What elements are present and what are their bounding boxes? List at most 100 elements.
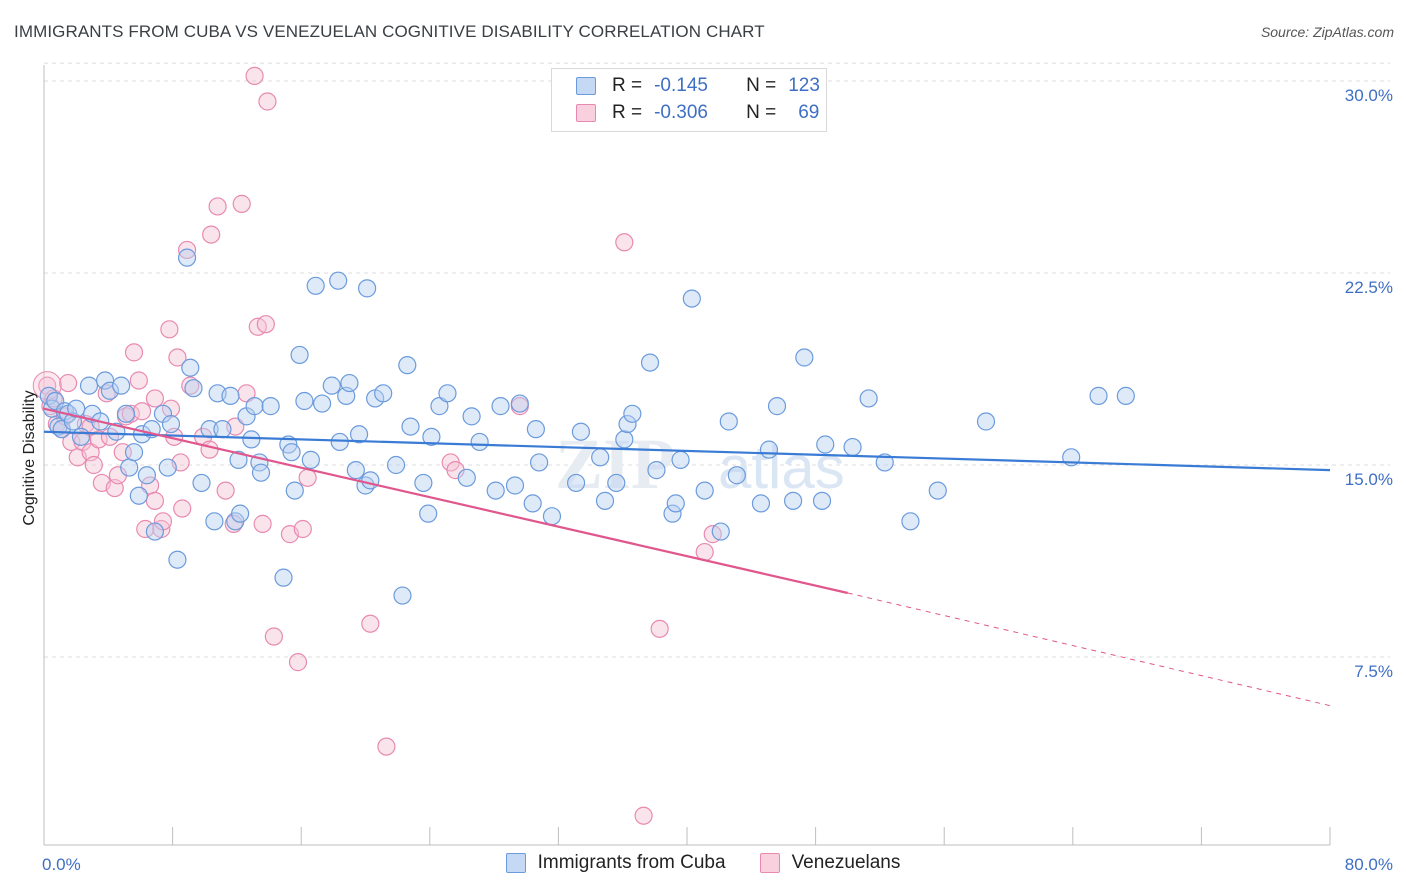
cuba-point (205, 512, 224, 531)
venezuelans-point (377, 737, 396, 756)
source-credit: Source: ZipAtlas.com (1260, 24, 1394, 40)
cuba-point (430, 397, 449, 416)
cuba-point (666, 494, 685, 513)
y-tick-label: 22.5% (1345, 278, 1393, 297)
cuba-point (251, 463, 271, 482)
venezuelans-point (245, 66, 264, 85)
cuba-point (795, 348, 814, 367)
cuba-point (295, 391, 314, 411)
legend-label-cuba: Immigrants from Cuba (537, 852, 726, 873)
legend-n-value-venezuelans: 69 (798, 102, 820, 123)
cuba-trend-line (43, 430, 1331, 472)
cuba-point (875, 453, 894, 472)
cuba-point (290, 345, 309, 365)
cuba-point (438, 384, 457, 403)
cuba-point (859, 389, 878, 408)
venezuelans-point (181, 376, 200, 395)
venezuelans-point (177, 240, 197, 260)
legend-item-venezuelans[interactable]: Venezuelans (759, 852, 900, 874)
cuba-point (470, 432, 489, 452)
venezuelans-point (264, 627, 283, 646)
cuba-point (330, 432, 349, 452)
legend-swatch-cuba (505, 853, 526, 873)
venezuelans-point (145, 389, 165, 408)
cuba-point (306, 276, 325, 295)
legend-r-label: R = (612, 102, 643, 123)
x-tick-label: 80.0% (1345, 855, 1393, 874)
cuba-point (184, 379, 203, 398)
cuba-point (168, 550, 187, 569)
cuba-point (671, 450, 690, 469)
cuba-point (976, 412, 996, 431)
cuba-point (95, 371, 115, 390)
cuba-point (812, 491, 832, 510)
cuba-point (530, 453, 549, 472)
legend-n-label: N = (746, 75, 777, 96)
y-tick-label: 7.5% (1354, 662, 1393, 681)
cuba-point (457, 468, 476, 487)
legend-swatch-venezuelans (576, 104, 596, 122)
cuba-point (158, 458, 177, 477)
cuba-point (245, 397, 264, 416)
venezuelans-point (59, 373, 78, 393)
cuba-point (49, 417, 68, 436)
cuba-point (282, 443, 301, 462)
legend-swatch-venezuelans (759, 853, 780, 873)
venezuelans-point (89, 430, 108, 449)
cuba-points (39, 248, 1135, 605)
venezuelans-point (258, 92, 277, 111)
cuba-point (595, 491, 615, 510)
cuba-point (301, 450, 320, 469)
venezuelans-point (208, 197, 227, 216)
cuba-point (285, 481, 304, 500)
cuba-point (231, 504, 250, 523)
cuba-point (623, 404, 642, 423)
venezuelans-point (256, 315, 275, 334)
cuba-point (71, 427, 91, 446)
cuba-point (505, 476, 525, 495)
cuba-point (510, 394, 529, 413)
cuba-point (462, 407, 481, 426)
gridlines (44, 62, 1390, 658)
venezuelans-point (634, 806, 653, 825)
cuba-point (221, 386, 240, 405)
cuba-point (177, 248, 197, 267)
cuba-point (1116, 386, 1135, 405)
legend-item-cuba[interactable]: Immigrants from Cuba (505, 852, 726, 874)
stats-legend: R = -0.145 N = 123 R = -0.306 N = 69 (551, 68, 827, 132)
cuba-point (491, 397, 510, 416)
venezuelans-point (288, 653, 308, 672)
legend-r-label: R = (612, 75, 643, 96)
cuba-point (419, 504, 438, 523)
venezuelans-point (168, 348, 187, 367)
y-tick-label: 15.0% (1345, 470, 1393, 489)
venezuelans-point (298, 468, 317, 487)
cuba-point (161, 414, 181, 434)
cuba-point (349, 425, 369, 444)
cuba-point (361, 471, 380, 490)
cuba-point (398, 356, 417, 375)
venezuelans-point (129, 371, 148, 390)
series-legend: Immigrants from Cuba Venezuelans (0, 852, 1406, 874)
cuba-point (843, 437, 862, 457)
venezuelans-point (202, 225, 221, 244)
cuba-point (137, 466, 156, 485)
cuba-point (242, 430, 261, 449)
y-axis-label: Cognitive Disability (21, 390, 38, 525)
cuba-point (414, 473, 433, 493)
cuba-point (261, 397, 280, 416)
cuba-point (727, 466, 746, 485)
venezuelans-point (216, 481, 235, 500)
cuba-point (312, 394, 332, 413)
venezuelans-point (173, 499, 192, 518)
cuba-point (322, 376, 341, 395)
cuba-point (1089, 386, 1108, 405)
cuba-point (124, 443, 144, 462)
venezuelans-point (124, 343, 144, 362)
legend-n-label: N = (746, 102, 777, 123)
cuba-point (329, 271, 348, 290)
trend-lines (43, 407, 1331, 707)
cuba-point (682, 289, 701, 308)
cuba-point (663, 504, 682, 523)
cuba-point (618, 414, 637, 434)
